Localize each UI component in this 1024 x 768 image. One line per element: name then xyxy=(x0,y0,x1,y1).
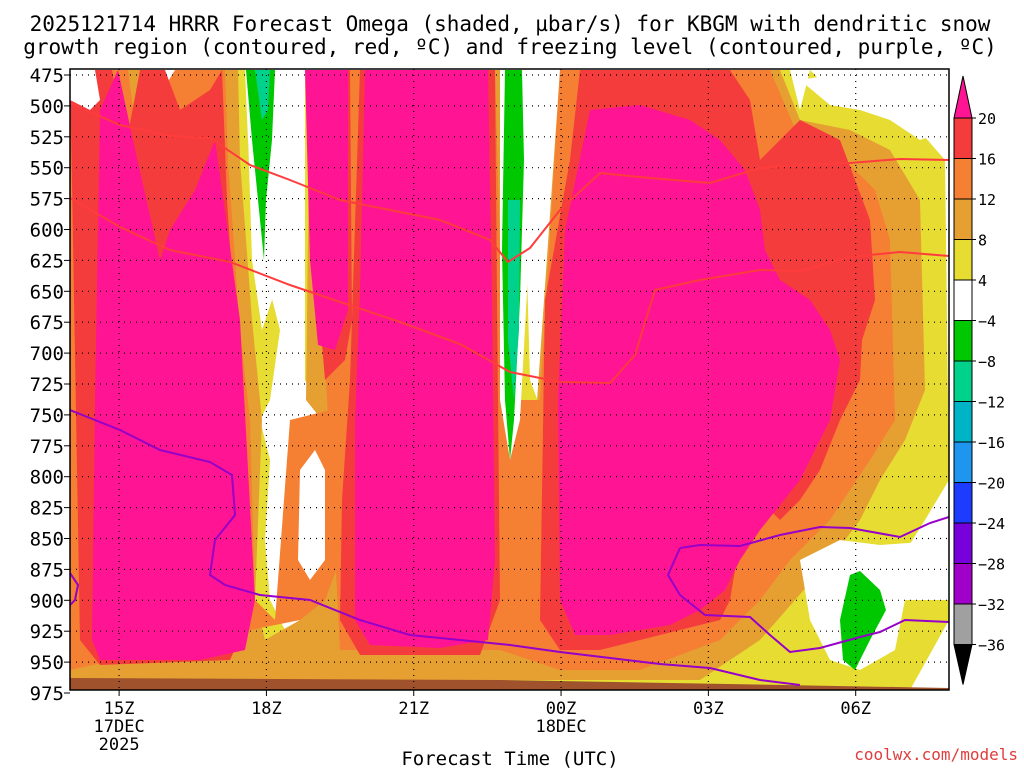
y-tick-label: 525 xyxy=(30,127,64,149)
chart-title-line2: growth region (contoured, red, ºC) and f… xyxy=(23,35,997,59)
omega-shade-white-hole4 xyxy=(800,70,949,140)
omega-shade-white-hole1 xyxy=(298,450,325,580)
colorbar-label: −28 xyxy=(978,556,1005,574)
y-tick-label: 550 xyxy=(30,158,64,180)
y-tick-label: 700 xyxy=(30,343,64,365)
colorbar-swatch xyxy=(953,360,973,402)
y-tick-label: 900 xyxy=(30,590,64,612)
plot-frame xyxy=(69,68,950,691)
y-tick-label: 675 xyxy=(30,312,64,334)
y-tick-label: 825 xyxy=(30,498,64,520)
y-tick-label: 950 xyxy=(30,652,64,674)
freezing-level-contour-main xyxy=(70,409,801,686)
omega-shade-neg4to8-c xyxy=(840,571,886,670)
x-tick-label: 03Z xyxy=(693,699,724,719)
y-tick-label: 600 xyxy=(30,220,64,242)
omega-shade-above20 xyxy=(92,70,840,660)
gridlines xyxy=(70,69,949,690)
colorbar-swatch xyxy=(953,158,973,200)
freezing-level-contour-left xyxy=(70,572,80,606)
colorbar-swatch xyxy=(953,279,973,321)
colorbar-swatch xyxy=(953,117,973,159)
colorbar-swatch xyxy=(953,522,973,564)
colorbar-top-arrow xyxy=(953,75,973,119)
y-tick-label: 850 xyxy=(30,529,64,551)
colorbar-swatch xyxy=(953,563,973,605)
freezing-level-contour-right xyxy=(679,516,949,549)
y-tick-label: 875 xyxy=(30,559,64,581)
omega-shade-neg8to12-a xyxy=(255,70,270,120)
colorbar-swatch xyxy=(953,482,973,524)
plot-area xyxy=(70,69,949,690)
terrain-fill xyxy=(70,678,949,690)
colorbar-label: 4 xyxy=(978,272,987,290)
colorbar-legend: 20 16 12 8 4 −4 −8 −12 −16 −20 −24 −28 −32 −36 xyxy=(953,75,1005,685)
colorbar-label: −32 xyxy=(978,596,1005,614)
y-tick-label: 475 xyxy=(30,65,64,87)
colorbar-swatch xyxy=(953,198,973,240)
y-tick-label: 575 xyxy=(30,189,64,211)
x-tick-label: 00Z xyxy=(546,699,577,719)
y-tick-label: 925 xyxy=(30,621,64,643)
y-tick-label: 625 xyxy=(30,250,64,272)
colorbar-label: −20 xyxy=(978,475,1005,493)
x-tick-label: 15Z xyxy=(104,699,135,719)
colorbar-label: 12 xyxy=(978,191,996,209)
y-tick-label: 500 xyxy=(30,96,64,118)
colorbar-swatch xyxy=(953,603,973,645)
omega-shade-neg4to8-a xyxy=(246,70,275,260)
x-tick-label: 21Z xyxy=(398,699,429,719)
colorbar-swatch xyxy=(953,239,973,281)
colorbar-label: 20 xyxy=(978,110,996,128)
colorbar-label: −8 xyxy=(978,353,996,371)
omega-shade-neg8to12-b xyxy=(508,200,520,400)
colorbar-swatch xyxy=(953,441,973,483)
credit-text: coolwx.com/models xyxy=(854,745,1018,764)
colorbar-swatch xyxy=(953,401,973,443)
colorbar-label: −36 xyxy=(978,637,1005,655)
y-tick-label: 775 xyxy=(30,436,64,458)
colorbar-swatch xyxy=(953,320,973,362)
colorbar-label: −4 xyxy=(978,313,996,331)
x-tick-label: 18Z xyxy=(251,699,282,719)
omega-shade-white-hole6 xyxy=(70,70,100,110)
colorbar-bottom-arrow xyxy=(953,644,973,685)
x-axis-label: Forecast Time (UTC) xyxy=(401,748,618,768)
x-date-label: 18DEC xyxy=(535,717,586,737)
y-tick-label: 750 xyxy=(30,405,64,427)
y-axis: 475 500 525 550 575 600 625 650 675 700 725 750 775 8… xyxy=(30,65,70,705)
colorbar-label: −12 xyxy=(978,394,1005,412)
colorbar-label: −24 xyxy=(978,515,1005,533)
x-year-label: 2025 xyxy=(99,735,140,755)
colorbar-label: 16 xyxy=(978,151,996,169)
dgz-contour-lower xyxy=(70,197,949,385)
chart-title-line1: 2025121714 HRRR Forecast Omega (shaded, … xyxy=(30,12,991,36)
y-tick-label: 800 xyxy=(30,467,64,489)
dgz-contour-upper xyxy=(70,102,949,264)
x-date-label: 17DEC xyxy=(94,717,145,737)
x-tick-label: 06Z xyxy=(840,699,871,719)
freezing-level-contour-loop xyxy=(666,547,949,654)
y-tick-label: 975 xyxy=(30,683,64,705)
y-tick-label: 650 xyxy=(30,281,64,303)
colorbar-label: −16 xyxy=(978,434,1005,452)
colorbar-label: 8 xyxy=(978,232,987,250)
y-tick-label: 725 xyxy=(30,374,64,396)
